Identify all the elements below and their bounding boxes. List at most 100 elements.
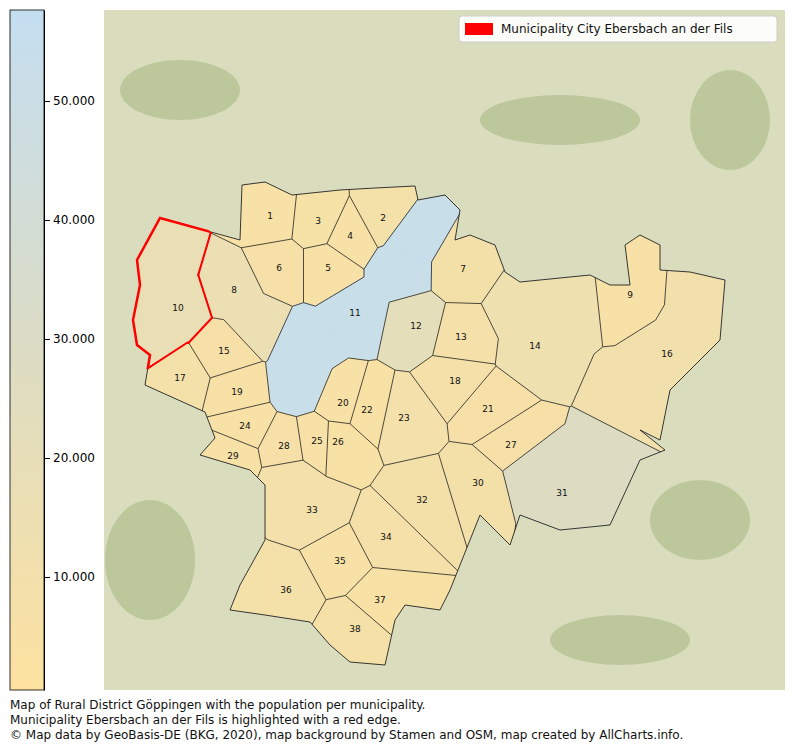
border (472, 445, 503, 472)
border (258, 449, 262, 468)
municipality (104, 343, 210, 487)
region-label: 36 (280, 585, 292, 595)
tick: 30.000 (44, 332, 95, 346)
border (506, 524, 516, 606)
tick-mark (44, 101, 50, 102)
border (349, 523, 372, 568)
border (364, 269, 365, 277)
border (472, 400, 542, 444)
border (349, 196, 377, 248)
border (241, 239, 292, 248)
border (438, 441, 449, 453)
border (277, 412, 296, 417)
border (378, 246, 384, 248)
border (200, 402, 270, 418)
border (263, 361, 266, 363)
municipality (104, 523, 268, 690)
border (370, 485, 463, 576)
region-label: 8 (231, 285, 237, 295)
border (296, 417, 303, 461)
border (447, 424, 449, 442)
region-label: 25 (311, 436, 322, 446)
border (446, 303, 482, 304)
tick-label: 20.000 (53, 451, 95, 465)
tick: 50.000 (44, 94, 95, 108)
municipality (104, 424, 262, 541)
borders (104, 10, 785, 690)
municipality (258, 412, 303, 468)
border (389, 291, 431, 303)
region-label: 27 (505, 440, 516, 450)
border (384, 453, 439, 465)
border (364, 248, 378, 270)
terrain (120, 60, 240, 120)
border (105, 10, 210, 233)
highlight-edge (189, 318, 212, 343)
colorbar (10, 10, 44, 690)
region-label: 29 (227, 451, 239, 461)
municipality (268, 303, 349, 369)
border (332, 358, 348, 369)
highlight (104, 10, 212, 397)
border (565, 407, 570, 424)
border (447, 366, 496, 424)
border (304, 244, 327, 249)
border (264, 293, 293, 306)
region-label: 33 (306, 505, 317, 515)
region-label: 16 (661, 349, 673, 359)
border (303, 249, 304, 303)
border (327, 244, 364, 270)
border (327, 196, 350, 244)
border (449, 441, 472, 444)
municipality (481, 229, 544, 339)
border (254, 529, 268, 540)
municipality (268, 540, 326, 690)
border (258, 412, 277, 449)
region-label: 37 (374, 595, 385, 605)
tick-mark (44, 339, 50, 340)
border (478, 582, 506, 606)
border (350, 424, 378, 449)
border (275, 600, 326, 690)
border (503, 471, 516, 523)
border (506, 606, 555, 690)
figure: 1234567891011121314151617181920212223242… (0, 0, 800, 754)
border (370, 465, 384, 485)
tick-mark (44, 577, 50, 578)
border (377, 302, 389, 359)
region-label: 9 (627, 290, 633, 300)
colorbar-axis-line (44, 11, 45, 691)
border (189, 318, 212, 343)
border (615, 320, 656, 346)
border (383, 10, 558, 246)
highlight-edge (198, 233, 210, 275)
border (325, 475, 326, 477)
border (656, 305, 665, 320)
terrain (690, 70, 770, 170)
border (292, 10, 316, 239)
terrain (550, 615, 690, 665)
tick-label: 40.000 (53, 213, 95, 227)
municipality (503, 424, 565, 524)
region-label: 18 (449, 376, 461, 386)
border (373, 568, 464, 577)
district-outline (133, 182, 725, 665)
caption: Map of Rural District Göppingen with the… (10, 698, 425, 712)
border (368, 360, 377, 361)
border (270, 402, 277, 411)
municipality (431, 10, 589, 304)
municipality (292, 10, 350, 249)
border (503, 424, 565, 471)
region-label: 19 (231, 387, 243, 397)
tick-label: 10.000 (53, 570, 95, 584)
region-label: 15 (218, 346, 229, 356)
border (532, 95, 575, 229)
region-label: 22 (361, 405, 372, 415)
border (104, 424, 196, 487)
highlight-outer (133, 182, 725, 665)
border (496, 366, 542, 400)
municipality (383, 10, 579, 262)
highlight-edge (133, 182, 725, 665)
tick: 20.000 (44, 451, 95, 465)
border (431, 262, 432, 291)
